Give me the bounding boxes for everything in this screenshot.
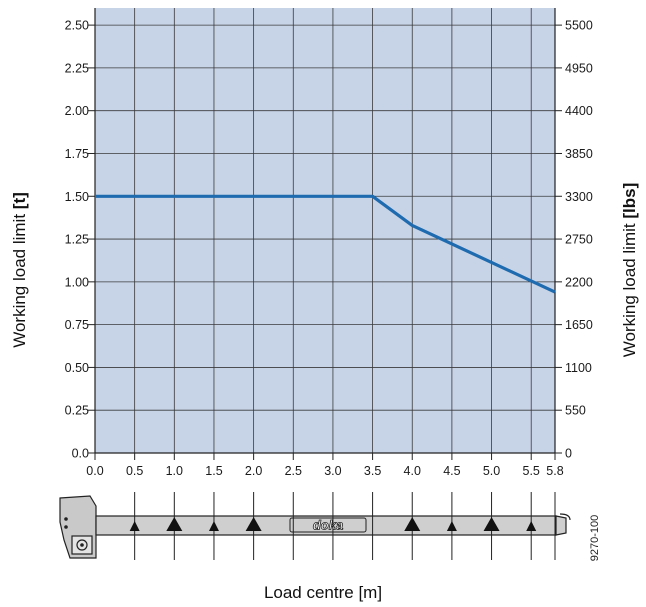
y-tick-label: 0.0 [72, 447, 89, 461]
y2-tick-label: 5500 [565, 19, 593, 33]
x-tick-label: 1.5 [205, 464, 222, 478]
y-tick-label: 1.75 [65, 147, 89, 161]
hook-icon [559, 513, 571, 521]
bolt-icon [64, 517, 68, 521]
y2-tick-label: 2200 [565, 275, 593, 289]
y-tick-label: 0.75 [65, 318, 89, 332]
beam-markers [129, 492, 556, 560]
y2-axis-title: Working load limit [lbs] [620, 183, 639, 357]
y-tick-label: 2.50 [65, 19, 89, 33]
x-tick-label: 3.0 [324, 464, 341, 478]
series-line [95, 194, 556, 294]
x-tick-label: 3.5 [364, 464, 381, 478]
load-marker-icon [404, 517, 421, 531]
bolt-icon [64, 525, 68, 529]
load-marker-icon [245, 517, 262, 531]
y2-tick-label: 2750 [565, 233, 593, 247]
x-tick-label: 0.0 [86, 464, 103, 478]
x-tick-label: 2.5 [285, 464, 302, 478]
load-marker-icon [526, 521, 537, 531]
load-marker-icon [129, 521, 140, 531]
y2-tick-label: 4950 [565, 61, 593, 75]
load-marker-icon [166, 517, 183, 531]
y2-tick-label: 1100 [565, 361, 592, 375]
y-tick-label: 1.25 [65, 233, 89, 247]
plot-background [95, 8, 555, 453]
clamp-ring-icon [76, 539, 88, 551]
y-tick-label: 0.25 [65, 404, 89, 418]
y2-tick-label: 4400 [565, 104, 593, 118]
x-tick-label: 5.8 [546, 464, 563, 478]
beam-illustration: doka [59, 492, 571, 560]
figure-code: 9270-100 [589, 515, 601, 562]
y2-tick-label: 550 [565, 404, 586, 418]
load-marker-icon [483, 517, 500, 531]
x-tick-label: 2.0 [245, 464, 262, 478]
y-axis-title: Working load limit [t] [10, 192, 29, 348]
y-tick-label: 2.25 [65, 61, 89, 75]
x-tick-label: 1.0 [166, 464, 183, 478]
load-marker-icon [208, 521, 219, 531]
x-tick-label: 0.5 [126, 464, 143, 478]
x-tick-label: 5.5 [523, 464, 540, 478]
x-axis-title: Load centre [m] [264, 583, 382, 602]
y2-axis-ticks: 0 550 1100 1650 2200 2750 3300 3850 4400 4950 5500 [555, 19, 593, 461]
y-tick-label: 1.50 [65, 190, 89, 204]
y-tick-label: 1.00 [65, 275, 89, 289]
brand-logo: doka [313, 518, 343, 533]
x-tick-label: 4.0 [404, 464, 421, 478]
clamp-pin-icon [80, 543, 84, 547]
y2-tick-label: 1650 [565, 318, 593, 332]
x-tick-label: 5.0 [483, 464, 500, 478]
load-marker-icon [446, 521, 457, 531]
y2-tick-label: 3850 [565, 147, 593, 161]
beam-end-cap [555, 515, 567, 536]
y2-tick-label: 0 [565, 447, 572, 461]
y-axis-ticks: 0.0 0.25 0.50 0.75 1.00 1.25 1.50 1.75 2.00 2.25 2… [65, 19, 95, 461]
x-axis-ticks: 0.0 0.5 1.0 1.5 2.0 2.5 3.0 3.5 4.0 4.5 5.0 5.5 5.8 [86, 453, 564, 478]
y2-tick-label: 3300 [565, 190, 593, 204]
y-tick-label: 2.00 [65, 104, 89, 118]
brand-plate [289, 517, 367, 533]
x-tick-label: 4.5 [443, 464, 460, 478]
y-tick-label: 0.50 [65, 361, 89, 375]
plot-area [94, 8, 556, 454]
